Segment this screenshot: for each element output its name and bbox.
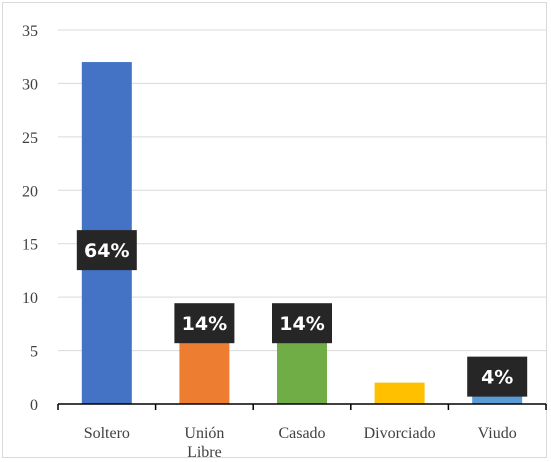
bar-3 [374, 382, 425, 404]
y-tick-labels: 0 5 10 15 20 25 30 35 [22, 23, 38, 414]
y-tick-label-30: 30 [22, 76, 38, 93]
axes [57, 403, 547, 410]
y-tick-label-25: 25 [22, 130, 38, 147]
y-tick-label-0: 0 [30, 397, 38, 414]
bars [81, 62, 523, 405]
data-label-1: 14% [182, 313, 227, 335]
data-label-box-2 [272, 303, 332, 344]
data-label-2: 14% [279, 313, 324, 335]
y-tick-label-35: 35 [22, 23, 38, 40]
category-label-2: Casado [278, 425, 325, 442]
y-tick-label-15: 15 [22, 237, 38, 254]
data-labels: 64% 14% 14% 4% [76, 230, 528, 397]
category-label-4: Viudo [478, 425, 517, 442]
gridlines [58, 29, 546, 352]
y-tick-label-5: 5 [30, 344, 38, 361]
data-label-4: 4% [481, 367, 513, 389]
y-tick-label-20: 20 [22, 183, 38, 200]
category-label-3: Divorciado [364, 425, 436, 442]
data-label-box-1 [174, 303, 235, 344]
category-label-1: Unión Libre [184, 425, 224, 461]
y-tick-label-10: 10 [22, 290, 38, 307]
data-label-box-4 [467, 356, 528, 397]
category-labels: Soltero Unión Libre Casado Divorciado Viudo [84, 425, 517, 461]
data-label-0: 64% [84, 240, 129, 262]
category-label-0: Soltero [84, 425, 130, 442]
data-label-box-0 [76, 230, 137, 271]
